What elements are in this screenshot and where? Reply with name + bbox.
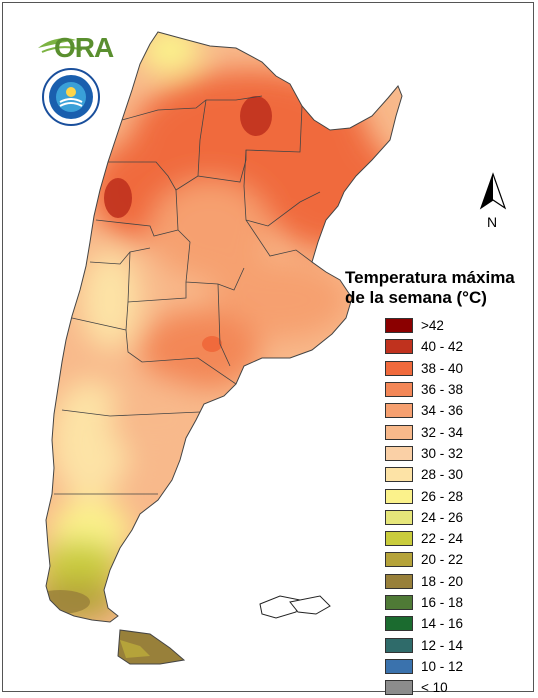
smn-seal-icon bbox=[42, 68, 100, 126]
legend-swatch bbox=[385, 552, 413, 568]
legend-label: 20 - 22 bbox=[421, 552, 464, 568]
legend-label: 30 - 32 bbox=[421, 445, 464, 461]
legend-item: 36 - 38 bbox=[385, 379, 463, 400]
legend-swatch bbox=[385, 339, 413, 355]
ora-logo: ORA bbox=[36, 30, 114, 63]
north-label: N bbox=[487, 214, 498, 230]
legend-label: < 10 bbox=[421, 680, 448, 696]
legend-item: 24 - 26 bbox=[385, 507, 463, 528]
legend-label: 32 - 34 bbox=[421, 424, 464, 440]
legend-swatch bbox=[385, 403, 413, 419]
legend-label: >42 bbox=[421, 318, 444, 334]
legend-title: Temperatura máxima de la semana (°C) bbox=[345, 268, 535, 308]
legend-label: 12 - 14 bbox=[421, 637, 464, 653]
legend-swatch bbox=[385, 573, 413, 589]
legend-item: 18 - 20 bbox=[385, 571, 463, 592]
legend: >42 40 - 42 38 - 40 36 - 38 34 - 36 32 - 34 30… bbox=[385, 315, 463, 698]
legend-label: 16 - 18 bbox=[421, 595, 464, 610]
north-arrow-icon bbox=[479, 172, 507, 210]
legend-item: 16 - 18 bbox=[385, 592, 463, 613]
legend-swatch bbox=[385, 616, 413, 632]
legend-swatch bbox=[385, 424, 413, 440]
legend-swatch bbox=[385, 360, 413, 376]
legend-label: 40 - 42 bbox=[421, 339, 464, 355]
leaf-icon bbox=[38, 38, 83, 53]
legend-label: 36 - 38 bbox=[421, 382, 464, 398]
legend-item: 20 - 22 bbox=[385, 549, 463, 570]
legend-swatch bbox=[385, 595, 413, 610]
legend-title-line2: de la semana (°C) bbox=[345, 288, 487, 307]
legend-item: 40 - 42 bbox=[385, 336, 463, 357]
legend-item: 12 - 14 bbox=[385, 634, 463, 655]
legend-swatch bbox=[385, 382, 413, 398]
legend-label: 34 - 36 bbox=[421, 403, 464, 419]
province-borders bbox=[54, 95, 321, 495]
tierra-del-fuego-north bbox=[120, 640, 150, 658]
map-frame bbox=[2, 2, 534, 692]
legend-swatch bbox=[385, 488, 413, 504]
legend-label: 22 - 24 bbox=[421, 531, 464, 547]
legend-item: 34 - 36 bbox=[385, 400, 463, 421]
legend-item: 38 - 40 bbox=[385, 358, 463, 379]
legend-label: 14 - 16 bbox=[421, 616, 464, 632]
legend-title-line1: Temperatura máxima bbox=[345, 268, 515, 287]
legend-swatch bbox=[385, 531, 413, 547]
legend-label: 26 - 28 bbox=[421, 488, 464, 504]
legend-swatch bbox=[385, 658, 413, 674]
legend-label: 28 - 30 bbox=[421, 467, 464, 483]
legend-item: 10 - 12 bbox=[385, 656, 463, 677]
legend-swatch bbox=[385, 318, 413, 334]
logo-text: ORA bbox=[54, 32, 114, 63]
legend-swatch bbox=[385, 680, 413, 696]
legend-label: 10 - 12 bbox=[421, 658, 464, 674]
legend-item: 14 - 16 bbox=[385, 613, 463, 634]
legend-item: 28 - 30 bbox=[385, 464, 463, 485]
legend-label: 24 - 26 bbox=[421, 509, 464, 525]
legend-swatch bbox=[385, 637, 413, 653]
legend-label: 38 - 40 bbox=[421, 360, 464, 376]
legend-label: 18 - 20 bbox=[421, 573, 464, 589]
legend-item: 26 - 28 bbox=[385, 485, 463, 506]
legend-item: 32 - 34 bbox=[385, 421, 463, 442]
legend-item: 22 - 24 bbox=[385, 528, 463, 549]
country-outline bbox=[45, 31, 403, 623]
legend-swatch bbox=[385, 467, 413, 483]
malvinas-islands bbox=[259, 595, 331, 619]
legend-item: < 10 bbox=[385, 677, 463, 698]
legend-item: 30 - 32 bbox=[385, 443, 463, 464]
legend-item: >42 bbox=[385, 315, 463, 336]
legend-swatch bbox=[385, 509, 413, 525]
legend-swatch bbox=[385, 445, 413, 461]
